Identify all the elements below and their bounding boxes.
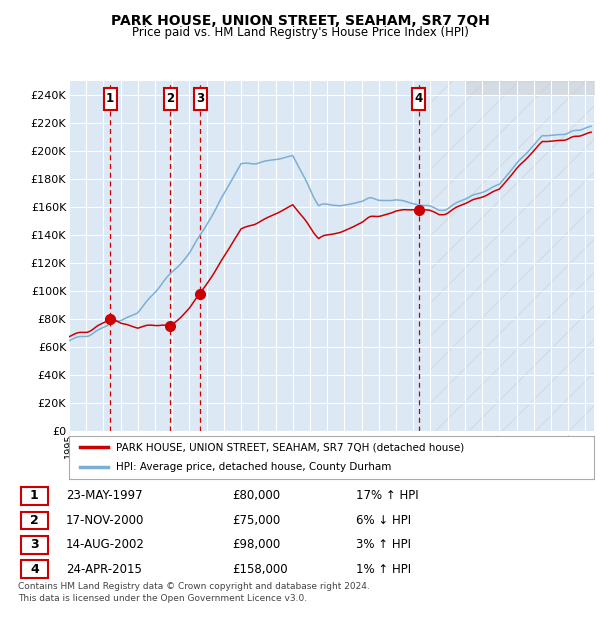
Text: PARK HOUSE, UNION STREET, SEAHAM, SR7 7QH: PARK HOUSE, UNION STREET, SEAHAM, SR7 7Q… <box>110 14 490 28</box>
Text: HPI: Average price, detached house, County Durham: HPI: Average price, detached house, Coun… <box>116 462 392 472</box>
Text: This data is licensed under the Open Government Licence v3.0.: This data is licensed under the Open Gov… <box>18 595 307 603</box>
FancyBboxPatch shape <box>412 87 425 110</box>
Text: £80,000: £80,000 <box>232 489 280 502</box>
FancyBboxPatch shape <box>194 87 206 110</box>
Text: 24-APR-2015: 24-APR-2015 <box>66 563 142 576</box>
Text: 4: 4 <box>415 92 423 105</box>
Text: 1% ↑ HPI: 1% ↑ HPI <box>356 563 412 576</box>
Text: 6% ↓ HPI: 6% ↓ HPI <box>356 514 412 527</box>
FancyBboxPatch shape <box>104 87 116 110</box>
FancyBboxPatch shape <box>21 512 48 529</box>
Bar <box>430 81 594 431</box>
Text: Contains HM Land Registry data © Crown copyright and database right 2024.: Contains HM Land Registry data © Crown c… <box>18 582 370 591</box>
Text: 3% ↑ HPI: 3% ↑ HPI <box>356 538 412 551</box>
Text: 3: 3 <box>30 538 38 551</box>
Text: 17% ↑ HPI: 17% ↑ HPI <box>356 489 419 502</box>
Text: 14-AUG-2002: 14-AUG-2002 <box>66 538 145 551</box>
Text: 4: 4 <box>30 563 39 576</box>
Text: £75,000: £75,000 <box>232 514 281 527</box>
Text: 23-MAY-1997: 23-MAY-1997 <box>66 489 143 502</box>
Text: £158,000: £158,000 <box>232 563 288 576</box>
Text: 3: 3 <box>196 92 204 105</box>
Text: PARK HOUSE, UNION STREET, SEAHAM, SR7 7QH (detached house): PARK HOUSE, UNION STREET, SEAHAM, SR7 7Q… <box>116 442 464 452</box>
Text: 17-NOV-2000: 17-NOV-2000 <box>66 514 145 527</box>
FancyBboxPatch shape <box>21 487 48 505</box>
FancyBboxPatch shape <box>164 87 176 110</box>
Text: Price paid vs. HM Land Registry's House Price Index (HPI): Price paid vs. HM Land Registry's House … <box>131 26 469 39</box>
FancyBboxPatch shape <box>21 536 48 554</box>
Text: £98,000: £98,000 <box>232 538 281 551</box>
Text: 1: 1 <box>30 489 39 502</box>
Text: 1: 1 <box>106 92 114 105</box>
FancyBboxPatch shape <box>21 560 48 578</box>
Text: 2: 2 <box>166 92 174 105</box>
Text: 2: 2 <box>30 514 39 527</box>
